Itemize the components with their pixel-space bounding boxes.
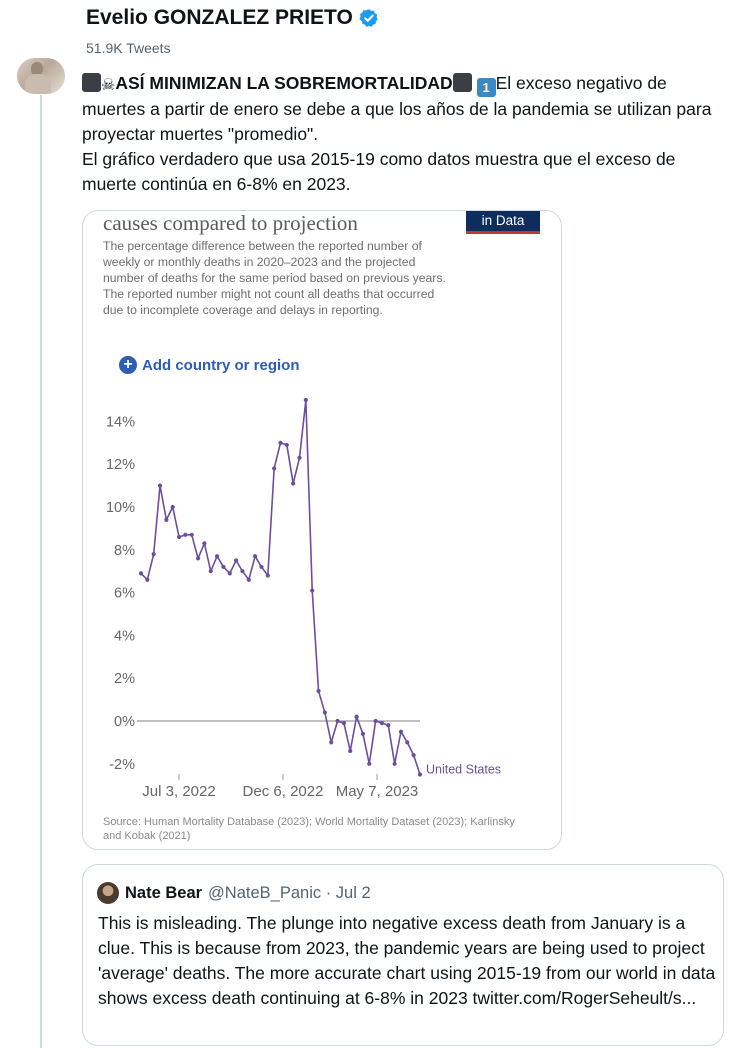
tweet-body-1: El exceso negativo de muertes a partir d… xyxy=(82,73,712,144)
data-point xyxy=(202,541,207,546)
data-point xyxy=(221,564,226,570)
y-tick-label: 14% xyxy=(106,414,135,430)
plus-icon: + xyxy=(119,356,137,374)
x-tick-label: Jul 3, 2022 xyxy=(142,783,215,800)
y-tick-label: 12% xyxy=(106,457,135,473)
x-tick-label: Dec 6, 2022 xyxy=(243,783,324,800)
data-point xyxy=(348,748,353,754)
profile-header: Evelio GONZALEZ PRIETO 51.9K Tweets xyxy=(0,0,748,64)
chart-source: Source: Human Mortality Database (2023);… xyxy=(103,816,515,842)
data-point xyxy=(183,532,188,537)
data-point xyxy=(240,569,245,574)
quote-handle: @NateB_Panic · Jul 2 xyxy=(208,883,371,902)
data-point xyxy=(164,517,169,522)
y-tick-label: -2% xyxy=(109,757,135,773)
line-chart: 14% 12% 10% 8% 6% 4% 2% 0% -2% Jul 3, 2022 Dec 6, … xyxy=(106,397,501,800)
data-point xyxy=(373,718,378,724)
avatar[interactable] xyxy=(17,58,65,94)
profile-name-row: Evelio GONZALEZ PRIETO xyxy=(86,6,379,30)
black-square-icon xyxy=(452,73,472,92)
y-tick-label: 2% xyxy=(114,671,135,687)
skull-crossbones-icon: ☠ xyxy=(101,77,116,94)
data-point xyxy=(405,740,410,745)
series-line xyxy=(140,399,421,775)
data-point xyxy=(284,442,289,448)
owid-logo: in Data xyxy=(466,211,540,234)
display-name[interactable]: Evelio GONZALEZ PRIETO xyxy=(86,6,353,29)
data-point xyxy=(227,571,232,576)
thread-line xyxy=(40,95,42,1048)
data-point xyxy=(379,721,385,726)
add-country-button[interactable]: + Add country or region xyxy=(119,356,300,374)
data-point xyxy=(246,577,251,582)
data-point xyxy=(145,577,150,582)
y-tick-label: 4% xyxy=(114,628,135,644)
data-point xyxy=(417,772,423,777)
data-point xyxy=(170,504,175,510)
quote-avatar[interactable] xyxy=(97,882,119,904)
data-point xyxy=(259,564,264,570)
chart-image[interactable]: causes compared to projection in Data Th… xyxy=(82,210,562,850)
data-point xyxy=(386,723,391,728)
data-point xyxy=(360,731,366,736)
data-point xyxy=(208,569,213,574)
data-point xyxy=(303,397,308,403)
data-point xyxy=(291,481,296,486)
y-tick-label: 10% xyxy=(106,500,135,516)
black-square-icon xyxy=(82,73,101,92)
data-point xyxy=(214,554,220,559)
tweet-body-2: El gráfico verdadero que usa 2015-19 com… xyxy=(82,149,676,194)
y-tick-label: 0% xyxy=(114,714,135,730)
data-point xyxy=(157,483,163,488)
tweet-text: ☠ASÍ MINIMIZAN LA SOBREMORTALIDAD 1 El ex… xyxy=(82,71,722,197)
y-tick-label: 6% xyxy=(114,586,135,602)
data-point xyxy=(341,721,347,726)
data-point xyxy=(176,534,182,540)
data-point xyxy=(272,466,277,471)
chart-title: causes compared to projection xyxy=(103,211,358,235)
data-point xyxy=(253,554,258,559)
data-point xyxy=(354,714,359,719)
x-tick-label: May 7, 2023 xyxy=(336,783,419,800)
data-point xyxy=(335,718,340,724)
quote-author-name[interactable]: Nate Bear xyxy=(125,883,203,902)
data-point xyxy=(367,761,372,766)
data-point xyxy=(195,556,201,561)
data-point xyxy=(265,573,270,578)
tweet-headline: ASÍ MINIMIZAN LA SOBREMORTALIDAD xyxy=(115,73,453,93)
series-label: United States xyxy=(426,763,501,777)
data-point xyxy=(138,571,144,576)
y-tick-label: 8% xyxy=(114,543,135,559)
data-point xyxy=(411,753,416,758)
quoted-tweet[interactable]: Nate Bear @NateB_Panic · Jul 2 This is m… xyxy=(82,864,724,1046)
verified-badge-icon xyxy=(359,9,378,27)
data-point xyxy=(329,740,334,745)
quote-text: This is misleading. The plunge into nega… xyxy=(98,913,716,1008)
quote-header: Nate Bear @NateB_Panic · Jul 2 xyxy=(97,882,371,904)
add-country-label: Add country or region xyxy=(142,356,300,374)
data-point xyxy=(310,588,315,593)
data-point xyxy=(278,440,283,445)
data-point xyxy=(392,761,397,766)
data-point xyxy=(297,455,302,460)
data-point xyxy=(316,688,321,694)
data-point xyxy=(189,532,194,537)
data-point xyxy=(322,710,327,715)
data-point xyxy=(151,551,156,557)
data-point xyxy=(234,558,239,563)
keycap-one-icon: 1 xyxy=(476,78,496,97)
chart-description: The percentage difference between the re… xyxy=(103,239,446,317)
tweet-count: 51.9K Tweets xyxy=(86,40,171,56)
data-point xyxy=(398,729,404,734)
